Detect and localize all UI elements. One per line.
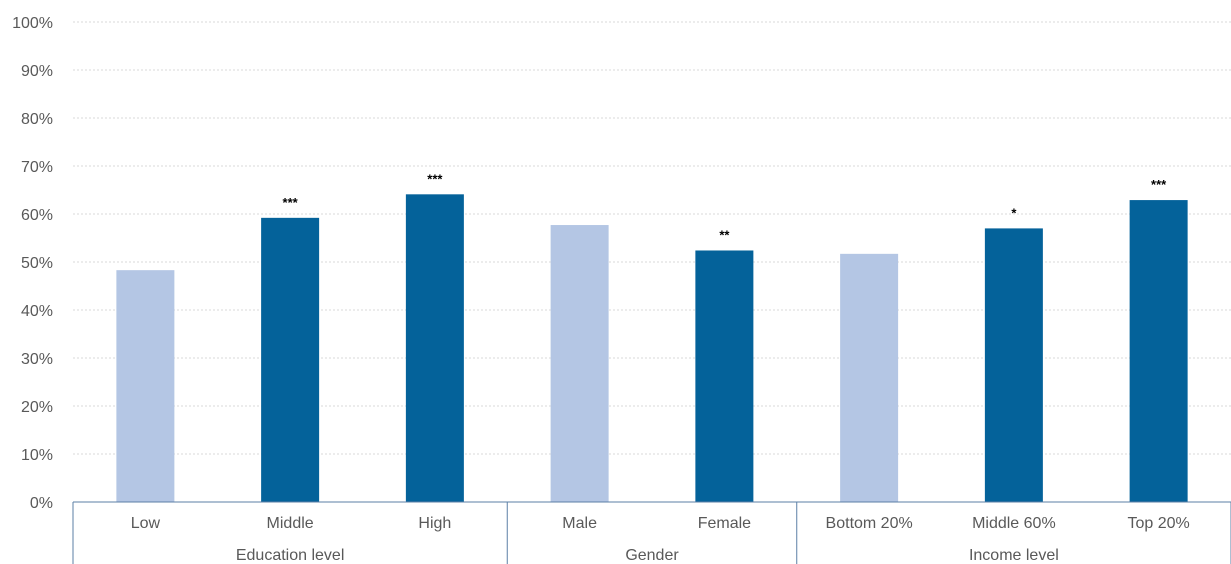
y-tick-label: 90% (21, 63, 53, 80)
y-tick-label: 0% (30, 495, 53, 512)
category-label: Top 20% (1127, 515, 1189, 532)
y-tick-label: 10% (21, 447, 53, 464)
group-labels: Education level Gender Income level (236, 547, 1059, 564)
significance-label: *** (427, 171, 443, 186)
significance-labels: ************ (283, 171, 1168, 242)
bars (116, 194, 1188, 503)
gridlines (73, 21, 1231, 455)
category-labels: Low Middle High Male Female Bottom 20% Middle … (131, 515, 1190, 532)
category-label: High (418, 515, 451, 532)
significance-label: ** (719, 227, 730, 242)
group-label: Education level (236, 547, 345, 564)
bar-female (695, 250, 754, 502)
group-label: Income level (969, 547, 1059, 564)
axes (72, 501, 1231, 564)
bar-top-20- (1129, 200, 1188, 502)
bar-middle (261, 217, 320, 502)
y-tick-label: 40% (21, 303, 53, 320)
y-tick-label: 80% (21, 111, 53, 128)
category-label: Male (562, 515, 597, 532)
bar-bottom-20- (840, 253, 899, 502)
bar-middle-60- (984, 228, 1043, 502)
y-tick-label: 60% (21, 207, 53, 224)
category-label: Low (131, 515, 161, 532)
group-label: Gender (625, 547, 679, 564)
bar-male (550, 225, 609, 503)
bar-high (405, 194, 464, 502)
significance-label: *** (283, 195, 299, 210)
bar-low (116, 270, 175, 502)
y-tick-label: 20% (21, 399, 53, 416)
category-label: Middle (267, 515, 314, 532)
y-tick-label: 50% (21, 255, 53, 272)
significance-label: *** (1151, 177, 1167, 192)
y-tick-label: 70% (21, 159, 53, 176)
y-axis-ticks: 0% 10% 20% 30% 40% 50% 60% 70% 80% 90% 100% (12, 15, 53, 512)
y-tick-label: 30% (21, 351, 53, 368)
significance-label: * (1011, 205, 1017, 220)
category-label: Female (698, 515, 751, 532)
category-label: Middle 60% (972, 515, 1056, 532)
y-tick-label: 100% (12, 15, 53, 32)
category-label: Bottom 20% (826, 515, 913, 532)
